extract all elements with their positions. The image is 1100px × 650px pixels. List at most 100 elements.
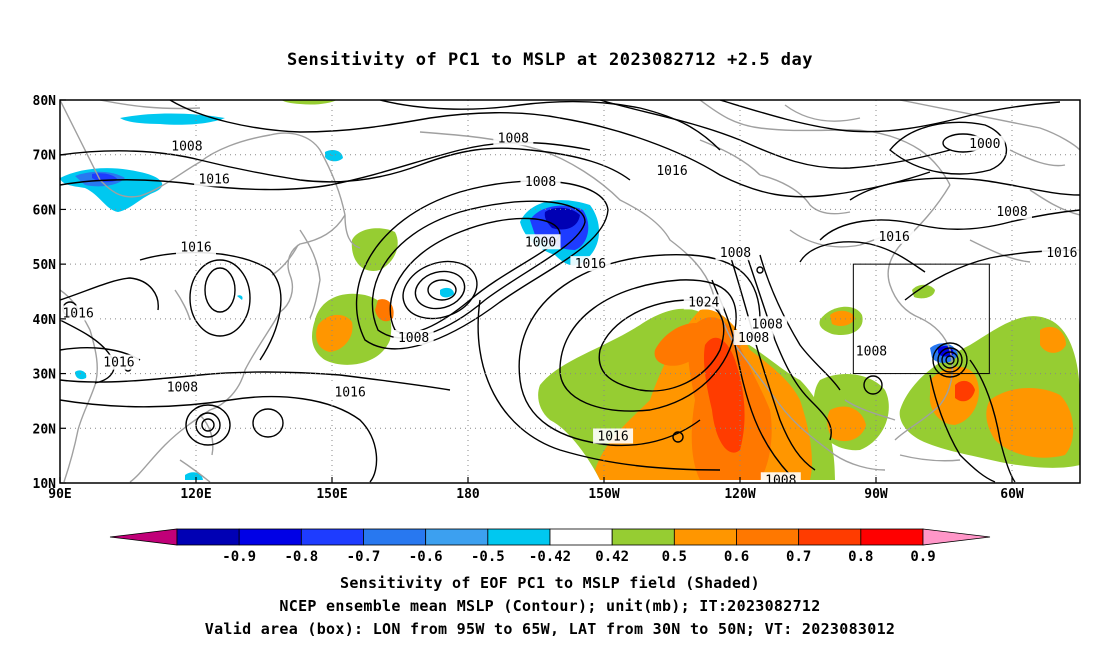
colorbar-label: 0.9	[910, 549, 935, 565]
contour-label: 1008	[167, 380, 198, 395]
contour-label: 1016	[575, 257, 606, 272]
contour-label: 1008	[996, 205, 1027, 220]
colorbar-segment	[363, 528, 427, 546]
contour-label-bg	[851, 343, 892, 359]
contour-label-bg	[162, 379, 203, 395]
contour-label: 1016	[597, 429, 628, 444]
colorbar-segment	[860, 528, 924, 546]
contour-label-bg	[98, 354, 139, 370]
contour-label-bg	[166, 138, 207, 154]
colorbar-label: 0.42	[595, 549, 629, 565]
contour-label: 1000	[525, 235, 556, 250]
x-tick-label: 150E	[316, 487, 347, 502]
colorbar-label: 0.5	[662, 549, 687, 565]
y-tick-label: 80N	[33, 94, 57, 109]
x-tick-label: 180	[456, 487, 480, 502]
colorbar-segment	[798, 528, 862, 546]
contour-label: 1008	[752, 317, 783, 332]
y-tick-label: 20N	[33, 422, 57, 437]
contour-label: 1016	[1046, 246, 1077, 261]
caption-line-2: NCEP ensemble mean MSLP (Contour); unit(…	[279, 597, 821, 615]
contour-label: 1008	[171, 140, 202, 155]
contour-label-bg	[330, 384, 371, 400]
x-tick-label: 120E	[180, 487, 211, 502]
contour-label-bg	[964, 135, 1005, 151]
caption-line-1: Sensitivity of EOF PC1 to MSLP field (Sh…	[340, 574, 760, 592]
contour-label: 1008	[856, 345, 887, 360]
contour-label: 1016	[198, 172, 229, 187]
colorbar-label: -0.5	[471, 549, 505, 565]
x-tick-label: 120W	[724, 487, 755, 502]
valid-area-box	[852, 263, 990, 375]
contour-label-bg	[493, 130, 534, 146]
x-tick-label: 150W	[588, 487, 619, 502]
contour-label: 1016	[62, 306, 93, 321]
colorbar-label: 0.6	[724, 549, 749, 565]
contour-labels: 1008101610081008101610001008101610161016…	[60, 130, 1080, 488]
colorbar-segment	[176, 528, 240, 546]
contour-label: 1016	[656, 164, 687, 179]
map-frame	[59, 99, 1081, 484]
contour-label-bg	[747, 316, 788, 332]
y-tick-label: 70N	[33, 149, 57, 164]
contour-label-bg	[1041, 245, 1080, 261]
contour-label-bg	[393, 330, 434, 346]
colorbar-segment	[487, 528, 551, 546]
contour-label-bg	[570, 256, 611, 272]
colorbar-segment	[611, 528, 675, 546]
contour-label: 1024	[688, 295, 719, 310]
colorbar-segment	[736, 528, 800, 546]
map-title: Sensitivity of PC1 to MSLP at 2023082712…	[286, 50, 813, 70]
contour-label-bg	[652, 163, 692, 179]
y-tick-label: 50N	[33, 258, 57, 273]
caption-line-3: Valid area (box): LON from 95W to 65W, L…	[204, 620, 896, 638]
x-tick-label: 90W	[864, 487, 888, 502]
contour-label-bg	[593, 428, 634, 444]
contour-label-bg	[733, 330, 774, 346]
contour-label-bg	[194, 171, 235, 187]
axis-ticks: 90E 120E 150E 180 150W 120W 90W 60W 10N 20N 30N 40N…	[33, 94, 1024, 502]
contour-label-bg	[715, 245, 756, 261]
contour-label-bg	[683, 294, 724, 310]
contour-label-bg	[176, 239, 216, 255]
colorbar-label: 0.8	[848, 549, 873, 565]
contour-label: 1008	[720, 246, 751, 261]
contour-label: 1008	[738, 331, 769, 346]
colorbar-segment	[238, 528, 302, 546]
y-tick-label: 10N	[33, 477, 57, 492]
colorbar-segment	[549, 528, 613, 546]
contour-label: 1016	[103, 356, 134, 371]
y-tick-label: 60N	[33, 203, 57, 218]
contour-label-bg	[992, 204, 1032, 220]
contour-label: 1008	[498, 131, 529, 146]
colorbar-lower-triangle	[109, 528, 178, 546]
mslp-contours	[60, 100, 1080, 483]
contour-label: 1000	[969, 137, 1000, 152]
colorbar-segment	[300, 528, 364, 546]
colorbar-label: -0.9	[222, 549, 256, 565]
colorbar-label: -0.6	[409, 549, 443, 565]
contour-label: 1008	[398, 331, 429, 346]
x-tick-label: 60W	[1000, 487, 1024, 502]
contour-label: 1016	[334, 386, 365, 401]
contour-label-bg	[760, 472, 801, 483]
colorbar-label: -0.8	[284, 549, 318, 565]
contour-label-bg	[60, 305, 99, 321]
colorbar-segment	[425, 528, 489, 546]
colorbar-label: -0.7	[347, 549, 381, 565]
colorbar-upper-triangle	[922, 528, 991, 546]
colorbar-segment	[673, 528, 737, 546]
contour-label: 1016	[878, 230, 909, 245]
contour-label-bg	[520, 234, 561, 250]
contour-label-bg	[520, 174, 561, 190]
y-tick-label: 40N	[33, 313, 57, 328]
colorbar-label: 0.7	[786, 549, 811, 565]
x-tick-label: 90E	[48, 487, 71, 502]
contour-label: 1008	[765, 473, 796, 488]
colorbar-label: -0.42	[529, 549, 571, 565]
contour-label: 1016	[180, 241, 211, 256]
colorbar: -0.9 -0.8 -0.7 -0.6 -0.5 -0.42 0.42 0.5 0.6 0.7 0.…	[109, 528, 991, 565]
contour-label: 1008	[525, 175, 556, 190]
contour-label-bg	[874, 228, 915, 244]
